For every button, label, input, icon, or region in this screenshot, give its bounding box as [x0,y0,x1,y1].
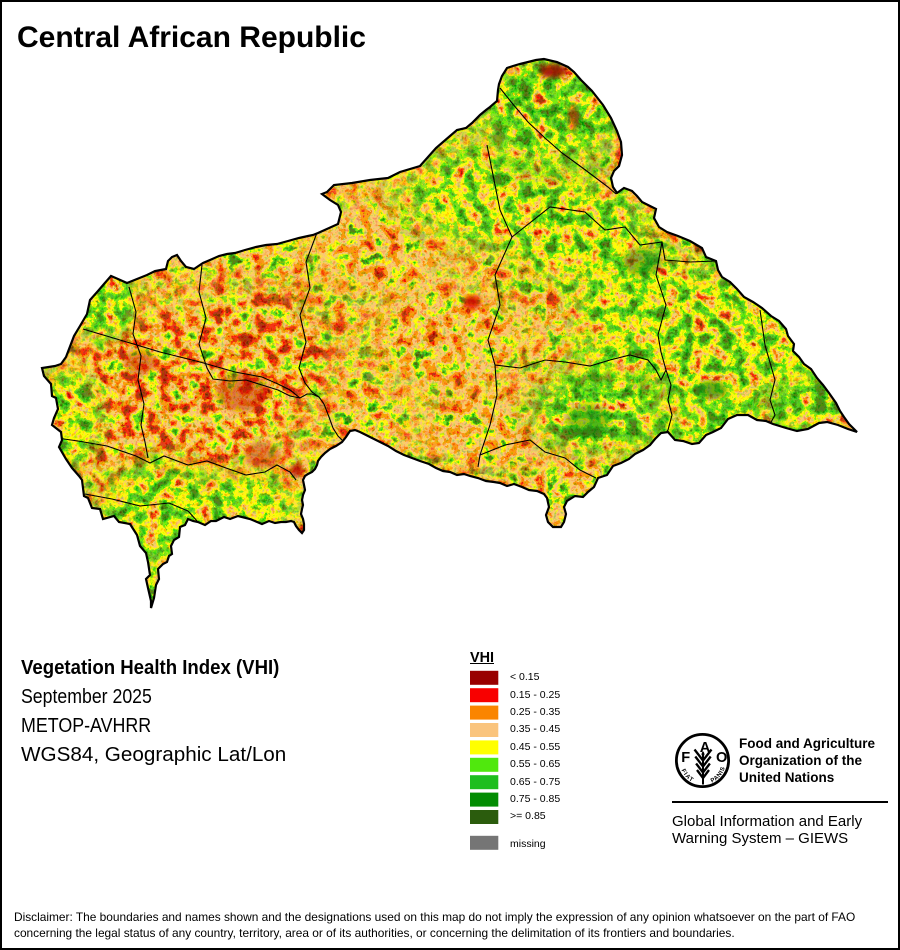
svg-text:F: F [681,750,690,766]
svg-text:A: A [700,740,711,756]
svg-text:O: O [716,750,727,766]
